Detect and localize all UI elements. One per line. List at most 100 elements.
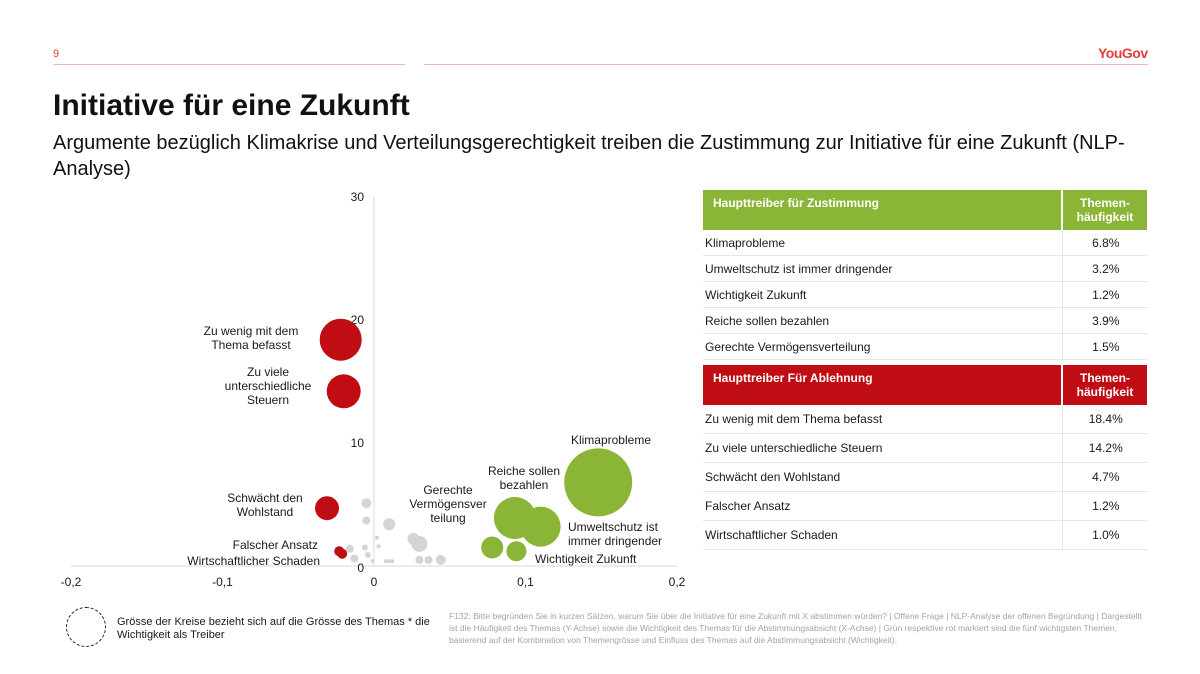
bubble-label-line: Wohlstand [237, 505, 293, 519]
bubble-label-line: Umweltschutz ist [568, 520, 659, 534]
bubble-other [350, 554, 359, 563]
table-ablehnung-row: Zu viele unterschiedliche Steuern 14.2% [703, 433, 1147, 463]
legend-dashed-circle-icon [66, 607, 106, 647]
bubble-label-line: teilung [430, 511, 465, 525]
bubble-label: Wichtigkeit Zukunft [535, 552, 637, 566]
table-zustimmung-row: Reiche sollen bezahlen 3.9% [703, 307, 1147, 334]
table-ablehnung-row: Zu wenig mit dem Thema befasst 18.4% [703, 405, 1147, 434]
bubble-label-line: Reiche sollen [488, 464, 560, 478]
bubble-label: Gerechte Vermögensver teilung [409, 483, 486, 525]
bubble-label-line: Klimaprobleme [571, 433, 651, 447]
bubble-label: Klimaprobleme [571, 433, 651, 447]
bubble-other [435, 554, 446, 565]
bubble-other [364, 551, 371, 558]
table-zustimmung-row-value: 3.2% [1061, 255, 1147, 282]
table-zustimmung-row-label: Klimaprobleme [703, 230, 1062, 256]
bubble-zustimmung [481, 536, 504, 559]
yougov-logo: YouGov [1098, 45, 1148, 61]
header-rule-left [53, 64, 405, 65]
bubble-other [345, 544, 354, 553]
table-zustimmung-row-label: Wichtigkeit Zukunft [703, 281, 1062, 308]
bubble-label-line: bezahlen [500, 478, 549, 492]
table-ablehnung-row: Schwächt den Wohlstand 4.7% [703, 462, 1147, 492]
table-ablehnung-row-value: 1.0% [1061, 520, 1147, 550]
bubble-other [376, 544, 381, 549]
bubble-ablehnung [326, 374, 361, 409]
table-zustimmung-row-label: Gerechte Vermögensverteilung [703, 333, 1062, 360]
table-zustimmung-header-label: Haupttreiber für Zustimmung [703, 190, 1062, 230]
bubble-ablehnung [337, 548, 348, 559]
table-zustimmung-row: Wichtigkeit Zukunft 1.2% [703, 281, 1147, 308]
bubble-other [387, 559, 392, 564]
bubble-other [383, 518, 396, 531]
table-ablehnung-row-value: 14.2% [1061, 433, 1147, 463]
bubble-label-line: Wirtschaftlicher Schaden [187, 554, 320, 568]
bubble-label-line: Steuern [247, 393, 289, 407]
bubble-zustimmung [506, 541, 527, 562]
bubble-other [424, 555, 433, 564]
bubble-other [390, 559, 395, 564]
bubble-label-line: Zu wenig mit dem [204, 324, 299, 338]
bubble-label: Falscher Ansatz [233, 538, 318, 552]
bubble-label: Zu wenig mit dem Thema befasst [204, 324, 299, 352]
page-subtitle: Argumente bezüglich Klimakrise und Verte… [53, 132, 1125, 180]
bubble-label-line: Falscher Ansatz [233, 538, 318, 552]
bubble-other [361, 544, 368, 551]
bubble-label-line: unterschiedliche [225, 379, 312, 393]
bubble-label: Schwächt den Wohlstand [227, 491, 302, 519]
table-zustimmung-row: Umweltschutz ist immer dringender 3.2% [703, 255, 1147, 282]
bubble-label-line: Gerechte [423, 483, 473, 497]
bubble-zustimmung [564, 448, 633, 517]
table-zustimmung-row-label: Reiche sollen bezahlen [703, 307, 1062, 334]
table-ablehnung-row-value: 1.2% [1061, 491, 1147, 521]
y-tick-label: 0 [357, 561, 364, 575]
table-zustimmung-row-label: Umweltschutz ist immer dringender [703, 255, 1062, 282]
bubble-other [375, 535, 379, 540]
bubble-other [361, 498, 372, 509]
table-zustimmung: Haupttreiber für Zustimmung Themen-häufi… [703, 190, 1147, 360]
bubble-ablehnung [315, 496, 339, 521]
y-tick-label: 30 [351, 190, 365, 204]
table-ablehnung-header-value: Themen-häufigkeit [1061, 365, 1147, 405]
x-tick-label: -0,2 [61, 575, 82, 589]
table-ablehnung-row: Wirtschaftlicher Schaden 1.0% [703, 520, 1147, 550]
bubble-other [415, 555, 424, 564]
bubble-label-line: Zu viele [247, 365, 289, 379]
header-rule-right [424, 64, 1148, 65]
table-zustimmung-row-value: 1.5% [1061, 333, 1147, 360]
bubble-label: Reiche sollen bezahlen [488, 464, 560, 492]
page-title: Initiative für eine Zukunft [53, 89, 410, 122]
legend-text: Grösse der Kreise bezieht sich auf die G… [117, 616, 430, 641]
chart-points [315, 318, 633, 565]
x-tick-label: 0,1 [517, 575, 534, 589]
footnote: F132: Bitte begründen Sie in kurzen Sätz… [449, 611, 1142, 645]
table-zustimmung-row-value: 6.8% [1061, 230, 1147, 256]
x-tick-label: -0,1 [212, 575, 233, 589]
bubble-label: Umweltschutz ist immer dringender [568, 520, 662, 548]
table-zustimmung-header-value: Themen-häufigkeit [1061, 190, 1147, 230]
bubble-label: Wirtschaftlicher Schaden [187, 554, 320, 568]
table-ablehnung-row-label: Zu viele unterschiedliche Steuern [703, 433, 1062, 463]
table-ablehnung-row-label: Wirtschaftlicher Schaden [703, 520, 1062, 550]
bubble-label-line: Wichtigkeit Zukunft [535, 552, 637, 566]
page-number: 9 [53, 48, 60, 60]
table-ablehnung-row: Falscher Ansatz 1.2% [703, 491, 1147, 521]
table-zustimmung-row: Gerechte Vermögensverteilung 1.5% [703, 333, 1147, 360]
y-tick-label: 10 [351, 436, 365, 450]
bubble-other [411, 535, 428, 552]
bubble-label-line: immer dringender [568, 534, 662, 548]
bubble-label-line: Vermögensver [409, 497, 486, 511]
bubble-label-line: Schwächt den [227, 491, 302, 505]
table-ablehnung-row-label: Schwächt den Wohlstand [703, 462, 1062, 492]
table-ablehnung: Haupttreiber Für Ablehnung Themen-häufig… [703, 365, 1147, 550]
bubble-zustimmung [520, 506, 561, 547]
table-ablehnung-row-label: Zu wenig mit dem Thema befasst [703, 405, 1062, 434]
table-ablehnung-body: Zu wenig mit dem Thema befasst 18.4% Zu vi… [703, 405, 1147, 550]
x-tick-label: 0,2 [669, 575, 686, 589]
bubble-other [362, 516, 371, 525]
bubble-other [370, 559, 375, 564]
table-zustimmung-row: Klimaprobleme 6.8% [703, 230, 1147, 256]
